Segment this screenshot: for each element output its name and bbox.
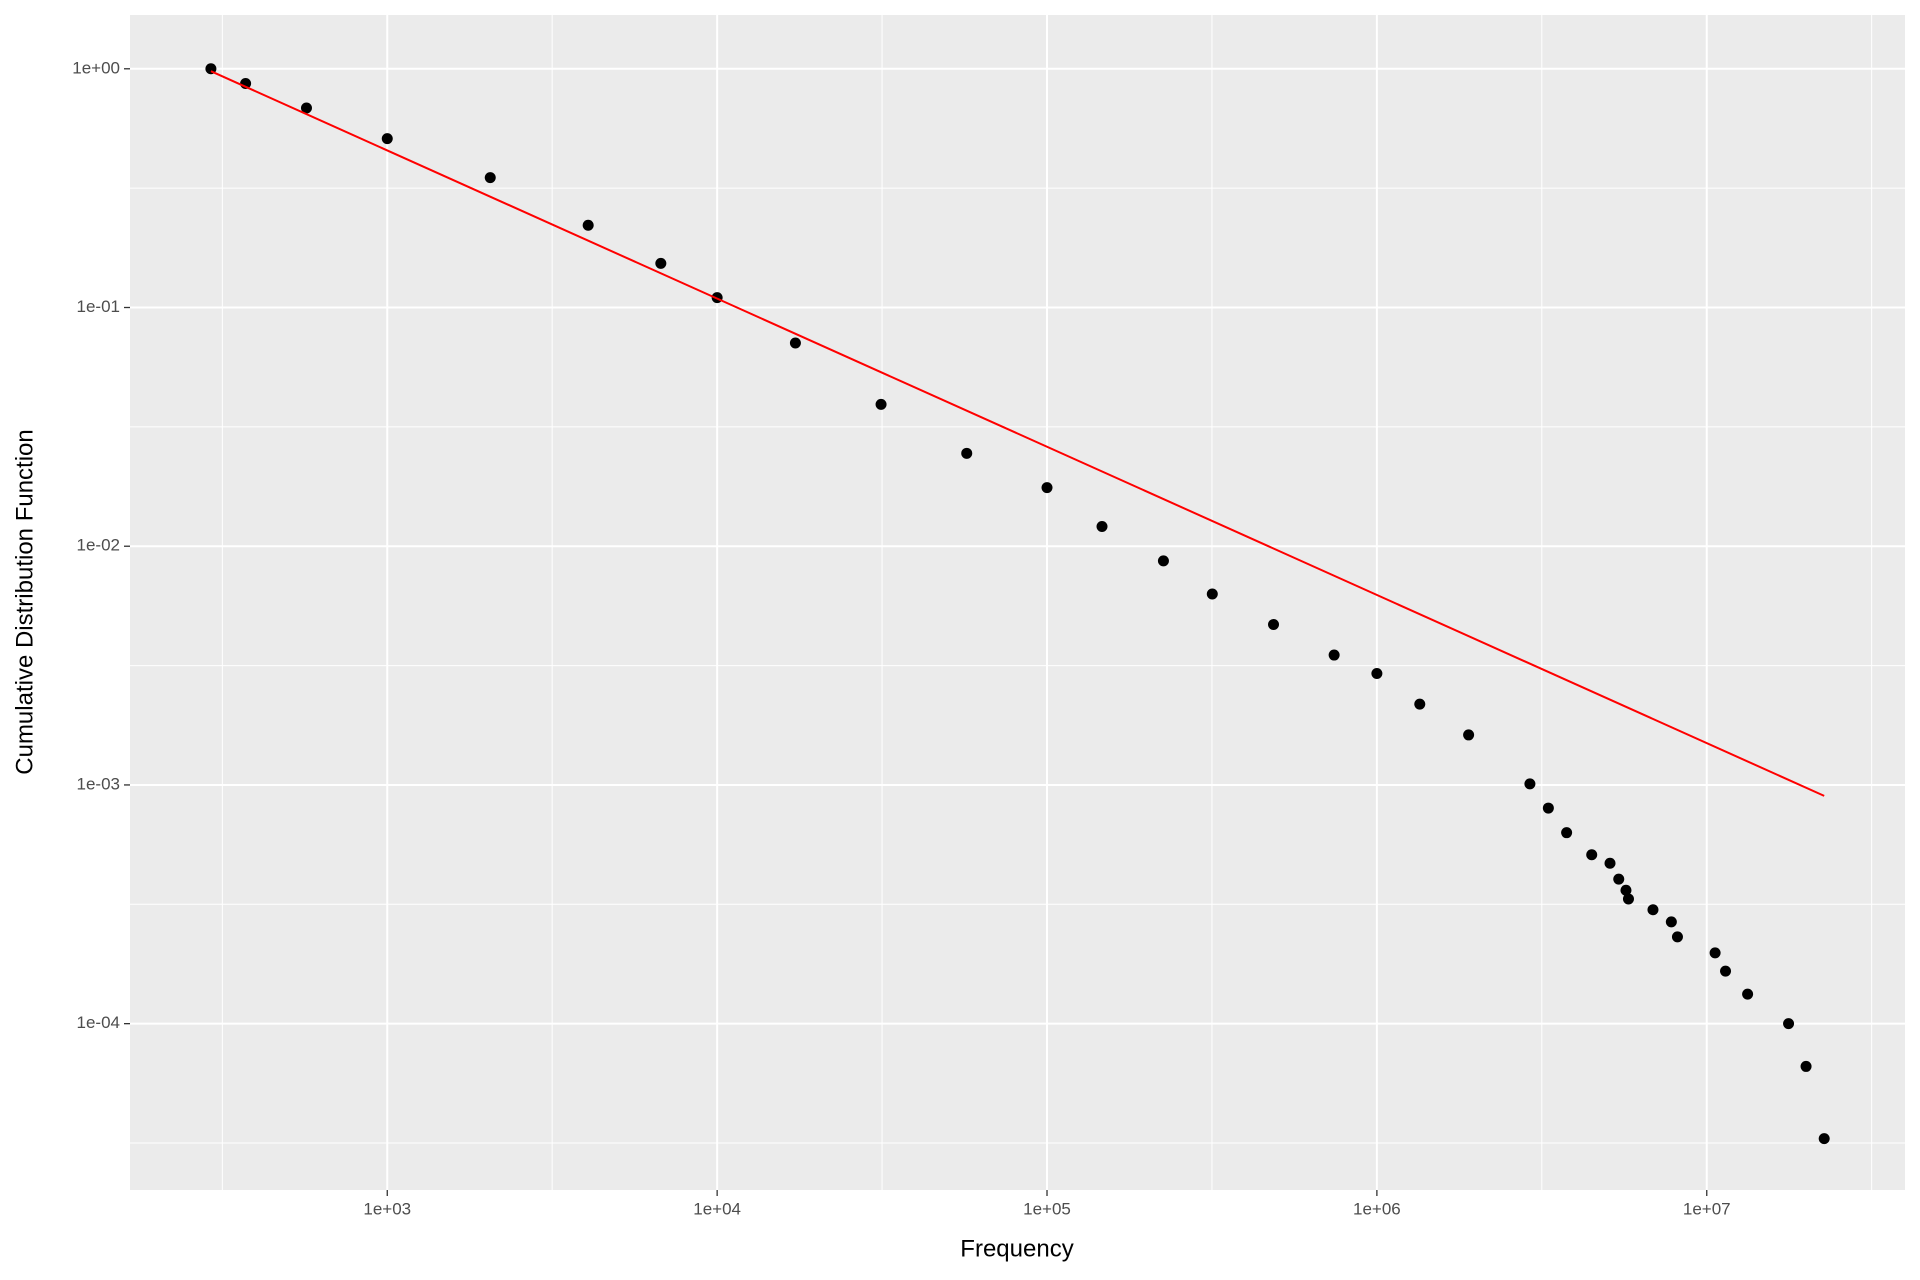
point bbox=[1720, 965, 1732, 977]
point bbox=[1665, 916, 1677, 928]
y-tick-label: 1e+00 bbox=[72, 58, 120, 77]
point bbox=[1647, 904, 1659, 916]
point bbox=[381, 133, 393, 145]
y-tick-label: 1e-01 bbox=[77, 297, 120, 316]
point bbox=[300, 102, 312, 114]
point bbox=[1709, 947, 1721, 959]
point bbox=[1604, 857, 1616, 869]
x-tick-label: 1e+06 bbox=[1353, 1199, 1401, 1218]
point bbox=[1561, 827, 1573, 839]
point bbox=[1671, 931, 1683, 943]
point bbox=[1371, 667, 1383, 679]
point bbox=[789, 337, 801, 349]
x-tick-label: 1e+04 bbox=[693, 1199, 741, 1218]
point bbox=[582, 219, 594, 231]
x-tick-label: 1e+05 bbox=[1023, 1199, 1071, 1218]
point bbox=[1783, 1018, 1795, 1030]
x-tick-label: 1e+03 bbox=[363, 1199, 411, 1218]
point bbox=[1096, 520, 1108, 532]
point bbox=[1542, 802, 1554, 814]
point bbox=[1463, 729, 1475, 741]
y-tick-label: 1e-02 bbox=[77, 536, 120, 555]
point bbox=[1622, 893, 1634, 905]
point bbox=[1524, 778, 1536, 790]
y-tick-label: 1e-04 bbox=[77, 1013, 120, 1032]
point bbox=[655, 257, 667, 269]
point bbox=[1620, 884, 1632, 896]
point bbox=[1041, 482, 1053, 494]
y-axis-title: Cumulative Distribution Function bbox=[11, 429, 38, 774]
y-tick-label: 1e-03 bbox=[77, 774, 120, 793]
x-tick-label: 1e+07 bbox=[1683, 1199, 1731, 1218]
point bbox=[484, 172, 496, 184]
point bbox=[1268, 618, 1280, 630]
x-axis-title: Frequency bbox=[960, 1235, 1073, 1262]
point bbox=[1818, 1133, 1830, 1145]
point bbox=[1206, 588, 1218, 600]
point bbox=[1800, 1060, 1812, 1072]
point bbox=[1328, 649, 1340, 661]
point bbox=[1586, 849, 1598, 861]
point bbox=[961, 447, 973, 459]
point bbox=[1414, 698, 1426, 710]
point bbox=[1742, 988, 1754, 1000]
point bbox=[1157, 555, 1169, 567]
fit-line bbox=[210, 70, 1825, 797]
point bbox=[875, 398, 887, 410]
point bbox=[1613, 873, 1625, 885]
plot-background bbox=[130, 15, 1905, 1190]
